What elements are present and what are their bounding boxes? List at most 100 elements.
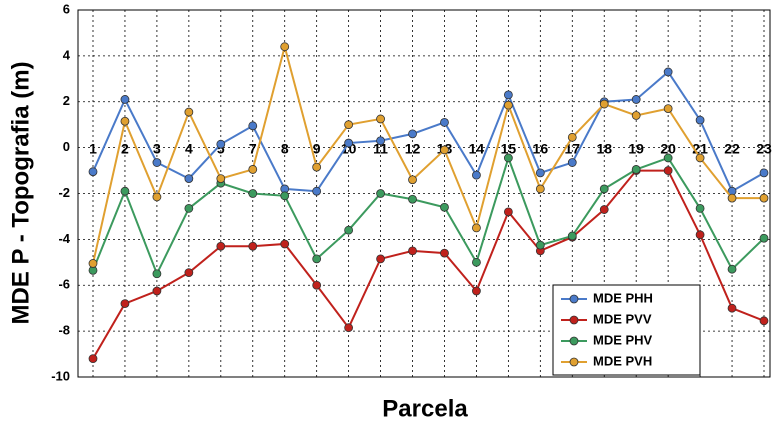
data-point [376,136,385,146]
data-point [503,90,513,100]
data-point [312,280,322,290]
data-point [727,264,737,274]
data-point [120,299,130,309]
data-point [408,129,417,139]
y-tick-label: 2 [63,93,70,108]
legend-label: MDE PVH [593,353,652,368]
data-point [663,104,673,114]
data-point [88,167,98,177]
data-point [695,204,705,213]
category-label: 1 [89,140,97,156]
data-point [503,153,513,163]
data-point [759,316,769,326]
y-tick-label: -10 [51,368,70,383]
legend-marker [569,336,579,346]
data-point [567,158,577,167]
y-tick-label: -6 [58,277,70,292]
data-point [120,116,130,126]
legend-marker [569,315,579,325]
y-tick-label: 6 [63,1,70,16]
category-label: 7 [249,140,257,156]
data-point [535,184,545,194]
data-point [280,191,290,201]
data-point [344,120,354,130]
data-point [631,95,641,104]
data-point [440,145,449,155]
data-point [120,95,130,104]
data-point [727,303,737,313]
data-point [631,165,641,174]
data-point [567,231,577,241]
data-point [376,114,385,124]
data-point [248,121,258,131]
data-point [152,286,162,296]
category-label: 4 [185,140,193,156]
category-label: 16 [533,140,549,156]
data-point [88,354,98,364]
data-point [535,240,545,250]
series-line [92,154,765,277]
y-axis-label: MDE P - Topografia (m) [7,61,34,324]
data-point [280,42,290,52]
data-point [695,153,705,163]
data-point [408,175,417,185]
data-point [440,202,449,212]
data-point [152,269,162,279]
data-point [344,138,354,148]
category-label: 3 [153,140,161,156]
data-point [472,223,481,233]
legend-label: MDE PVV [593,311,652,326]
data-point [344,323,354,333]
data-point [184,174,194,183]
y-tick-label: -4 [58,231,70,246]
data-point [248,165,258,174]
series-line [92,70,765,193]
category-label: 15 [501,140,517,156]
category-label: 19 [628,140,644,156]
category-label: 18 [596,140,612,156]
category-label: 14 [469,140,485,156]
data-point [312,162,322,172]
data-point [408,194,417,204]
data-point [663,166,673,175]
y-tick-label: -8 [58,323,70,338]
data-point [567,132,577,142]
y-tick-label: -2 [58,185,70,200]
data-point [376,254,385,264]
data-point [663,67,673,77]
legend-marker [569,357,579,367]
data-point [312,186,322,196]
category-label: 11 [373,140,388,156]
data-point [184,107,194,117]
data-point [376,189,385,198]
data-point [216,139,226,149]
x-axis-label: Parcela [382,395,468,422]
category-label: 8 [281,140,289,156]
data-point [663,153,673,163]
data-point [503,207,513,217]
data-point [631,111,641,120]
series-line [92,169,765,360]
data-point [535,168,545,178]
data-point [408,246,417,256]
category-label: 20 [660,140,676,156]
series-line [92,42,764,264]
data-point [152,158,162,167]
data-point [440,117,449,127]
data-point [216,174,226,183]
data-point [440,248,449,258]
data-point [759,168,769,178]
category-label: 22 [724,140,740,156]
data-point [472,170,481,180]
data-point [503,100,513,110]
data-point [248,189,258,198]
category-label: 12 [405,140,421,156]
data-point [88,259,98,268]
data-point [759,233,769,243]
data-point [599,99,609,109]
data-point [599,184,609,194]
category-label: 2 [121,140,129,156]
data-point [184,268,194,278]
data-point [727,193,737,203]
legend-marker [569,294,579,304]
